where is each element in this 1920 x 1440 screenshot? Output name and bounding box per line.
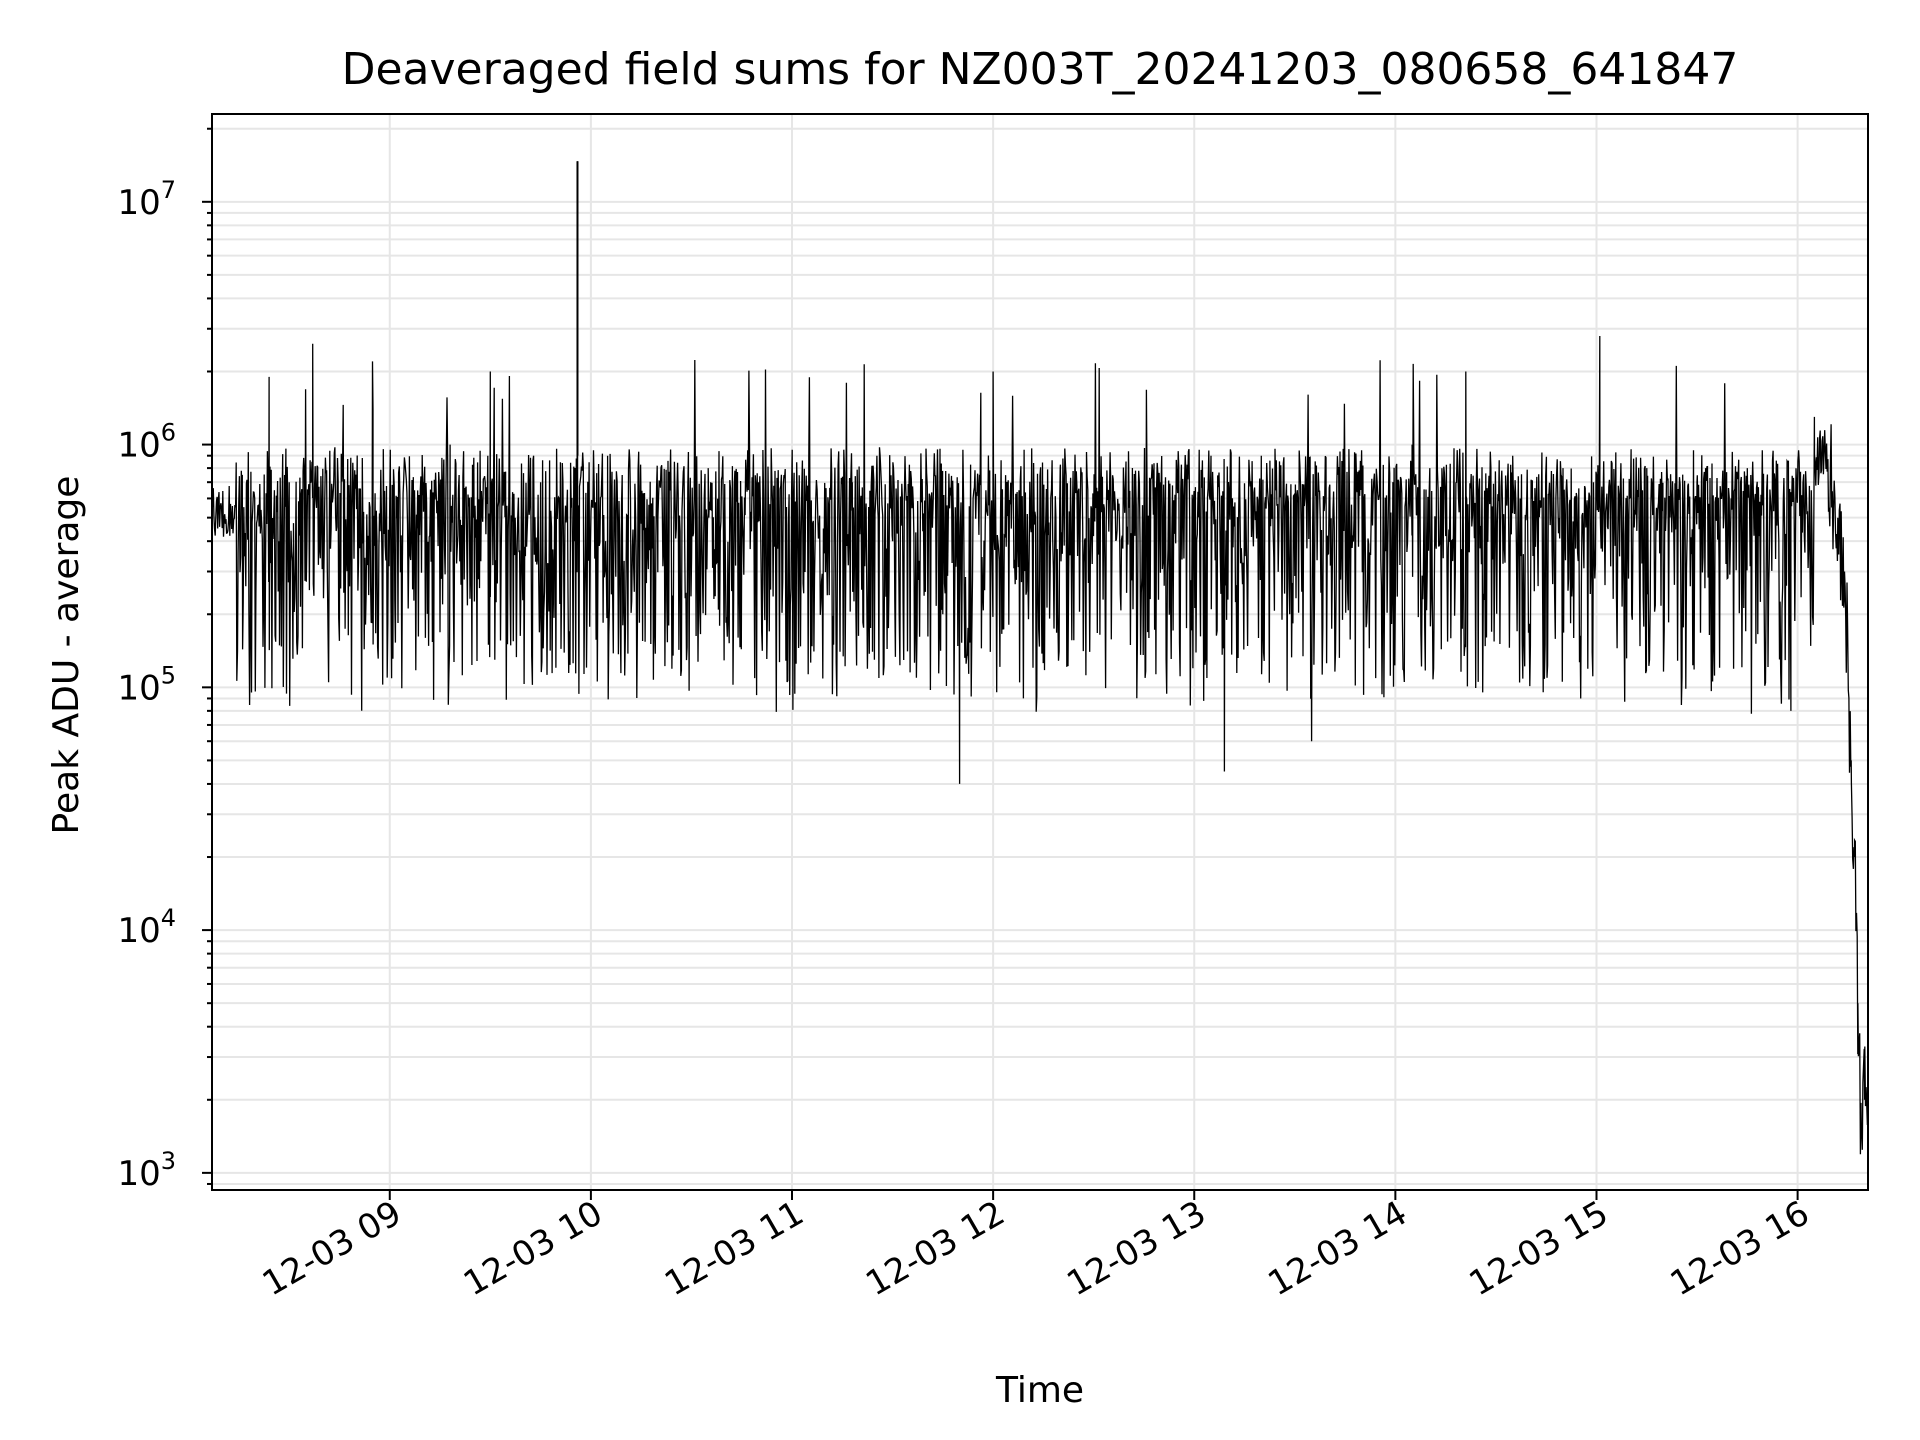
y-tick-label: 104 [117,904,176,951]
y-axis-label: Peak ADU - average [46,476,87,835]
series-line [211,161,1869,1155]
data-series [211,161,1869,1155]
y-tick-label: 106 [117,419,176,466]
plot-frame [211,113,1869,1191]
chart-title: Deaveraged field sums for NZ003T_2024120… [342,44,1739,95]
x-axis-label: Time [995,1370,1084,1411]
y-tick-label: 107 [117,176,176,223]
y-tick-label: 105 [117,661,176,708]
y-tick-label: 103 [117,1147,176,1194]
